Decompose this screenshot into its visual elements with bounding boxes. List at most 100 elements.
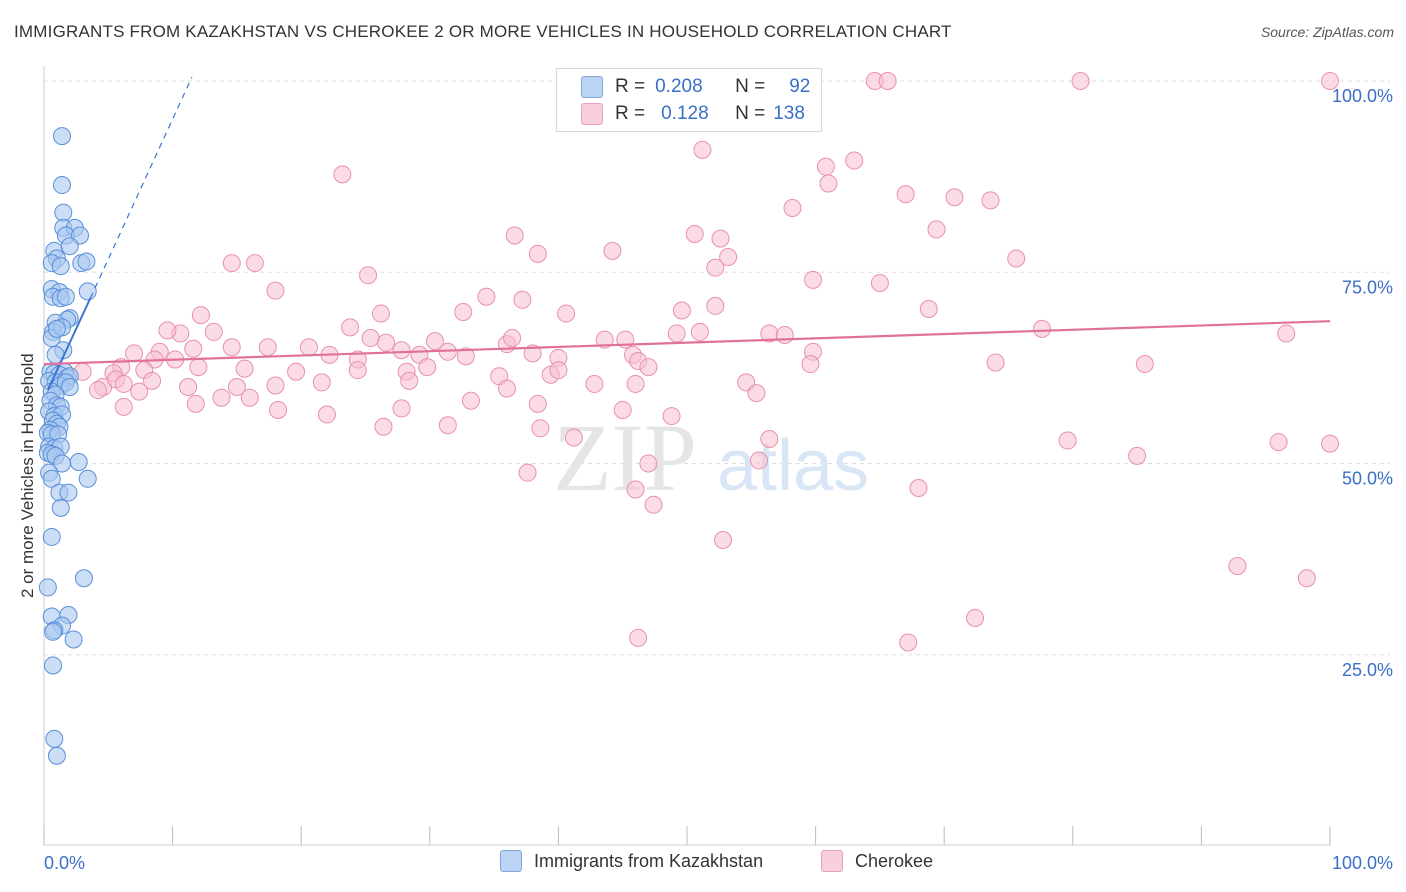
cherokee-point — [191, 306, 210, 325]
cherokee-point — [125, 344, 144, 363]
cherokee-point — [518, 463, 537, 482]
kazakhstan-point — [47, 746, 66, 765]
cherokee-point — [189, 358, 208, 377]
cherokee-point — [392, 341, 411, 360]
cherokee-point — [644, 495, 663, 514]
cherokee-point — [299, 338, 318, 357]
cherokee-point — [266, 281, 285, 300]
legend-r-value: 0.208 — [655, 76, 703, 97]
cherokee-point — [564, 428, 583, 447]
cherokee-point — [1135, 355, 1154, 374]
cherokee-point — [287, 362, 306, 381]
kazakhstan-point — [44, 622, 63, 641]
cherokee-point — [114, 374, 133, 393]
kazakhstan-trend-line — [46, 297, 92, 391]
cherokee-point — [1007, 249, 1026, 268]
cherokee-point — [639, 454, 658, 473]
cherokee-point — [438, 416, 457, 435]
cherokee-point — [667, 324, 686, 343]
cherokee-point — [801, 355, 820, 374]
cherokee-point — [549, 361, 568, 380]
legend-label-kazakhstan: Immigrants from Kazakhstan — [534, 850, 764, 871]
cherokee-point — [1321, 72, 1339, 90]
cherokee-point — [927, 220, 946, 239]
cherokee-point — [919, 299, 938, 318]
cherokee-point — [585, 374, 604, 393]
trend-lines — [43, 76, 1331, 391]
kazakhstan-point — [78, 282, 97, 301]
y-tick-label: 50.0% — [1342, 469, 1393, 489]
kazakhstan-point — [53, 454, 72, 473]
cherokee-point — [374, 417, 393, 436]
cherokee-point — [179, 378, 198, 396]
cherokee-point — [878, 72, 897, 90]
legend-n-label: N = — [735, 103, 766, 124]
cherokee-point — [1269, 433, 1288, 452]
x-tick-label: 100.0% — [1332, 853, 1393, 873]
cherokee-point — [333, 165, 352, 184]
cherokee-trend-line — [43, 320, 1331, 366]
cherokee-point — [186, 394, 205, 413]
kazakhstan-point — [56, 287, 75, 306]
cherokee-point — [497, 379, 516, 398]
cherokee-point — [909, 478, 928, 497]
cherokee-point — [158, 321, 177, 340]
kazakhstan-point — [60, 378, 79, 396]
cherokee-point — [981, 191, 1000, 210]
cherokee-point — [1228, 557, 1247, 576]
cherokee-points — [73, 72, 1339, 652]
cherokee-point — [629, 628, 648, 647]
legend-n-label: N = — [735, 76, 766, 97]
cherokee-point — [986, 353, 1005, 372]
legend-swatch-pink — [821, 850, 843, 872]
cherokee-point — [341, 318, 360, 337]
cherokee-point — [690, 322, 709, 341]
kazakhstan-point — [77, 252, 96, 271]
cherokee-point — [685, 225, 704, 243]
cherokee-point — [258, 338, 277, 357]
chart-title: IMMIGRANTS FROM KAZAKHSTAN VS CHEROKEE 2… — [14, 22, 952, 41]
cherokee-point — [212, 388, 231, 407]
cherokee-point — [899, 633, 918, 652]
cherokee-point — [672, 301, 691, 320]
cherokee-point — [477, 287, 496, 306]
y-tick-label: 75.0% — [1342, 277, 1393, 297]
cherokee-point — [513, 290, 532, 309]
kazakhstan-point — [45, 729, 64, 748]
cherokee-point — [392, 399, 411, 418]
cherokee-point — [348, 361, 367, 380]
kazakhstan-point — [38, 578, 57, 597]
cherokee-point — [1321, 434, 1339, 453]
kazakhstan-point — [47, 319, 66, 338]
cherokee-point — [312, 373, 331, 392]
cherokee-point — [639, 358, 658, 377]
cherokee-point — [130, 382, 149, 401]
cherokee-point — [222, 254, 241, 273]
kazakhstan-point — [51, 498, 70, 517]
cherokee-point — [531, 419, 550, 438]
cherokee-point — [371, 304, 390, 323]
cherokee-point — [227, 378, 246, 396]
kazakhstan-point — [59, 483, 78, 502]
kazakhstan-point — [53, 176, 72, 195]
kazakhstan-point — [78, 469, 97, 488]
tick-labels: 25.0% 50.0% 75.0% 100.0% 0.0% 100.0% — [44, 86, 1393, 873]
cherokee-point — [693, 140, 712, 159]
cherokee-point — [245, 254, 264, 273]
cherokee-point — [706, 296, 725, 315]
kazakhstan-point — [51, 257, 70, 276]
cherokee-point — [456, 347, 475, 366]
kazakhstan-point — [54, 203, 73, 222]
kazakhstan-point — [42, 527, 61, 546]
cherokee-point — [418, 358, 437, 377]
cherokee-point — [317, 405, 336, 424]
kazakhstan-point — [44, 656, 63, 675]
watermark-atlas: atlas — [717, 426, 869, 506]
cherokee-point — [845, 151, 864, 170]
cherokee-point — [222, 338, 241, 357]
cherokee-point — [425, 332, 444, 351]
cherokee-point — [505, 226, 524, 245]
cherokee-point — [714, 531, 733, 549]
cherokee-point — [1058, 431, 1077, 450]
